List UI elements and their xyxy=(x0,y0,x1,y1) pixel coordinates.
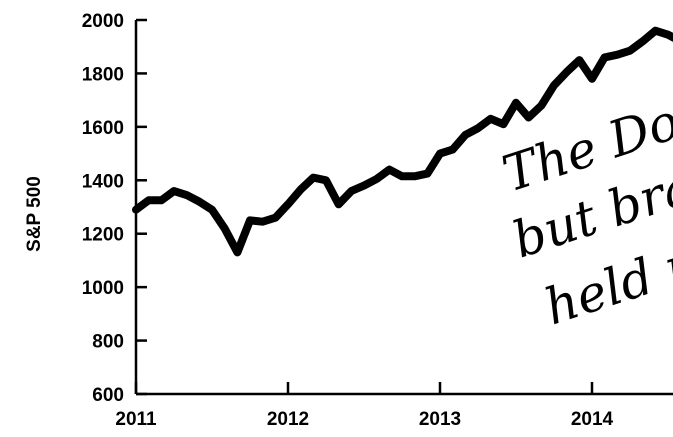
y-tick-label: 1200 xyxy=(82,225,124,246)
y-tick-label: 800 xyxy=(92,332,124,353)
y-tick-label: 1600 xyxy=(82,118,124,139)
x-tick-label: 2012 xyxy=(267,409,309,430)
x-tick-label: 2014 xyxy=(571,409,614,430)
y-ticks: 600 800 1000 1200 1400 1600 1800 2000 xyxy=(82,11,147,406)
handwritten-annotation: The Dow but bra held u xyxy=(496,79,673,336)
y-tick-label: 600 xyxy=(92,385,124,406)
y-tick-label: 2000 xyxy=(82,11,124,32)
x-ticks: 2011 2012 2013 2014 xyxy=(115,382,614,430)
x-tick-label: 2011 xyxy=(115,409,157,430)
y-tick-label: 1400 xyxy=(82,171,124,192)
y-tick-label: 1800 xyxy=(82,64,124,85)
y-tick-label: 1000 xyxy=(82,278,124,299)
sp500-series-line xyxy=(132,26,673,257)
x-tick-label: 2013 xyxy=(419,409,461,430)
y-axis-title: S&P 500 xyxy=(24,176,45,252)
